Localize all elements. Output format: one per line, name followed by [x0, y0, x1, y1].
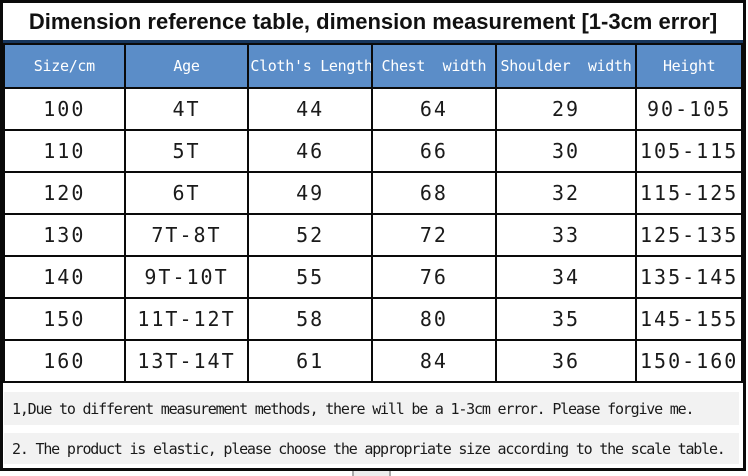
age-cell: 9T-10T [123, 255, 250, 299]
cloth-length-cell: 44 [247, 87, 374, 131]
cloth-length-cell: 49 [247, 171, 374, 215]
footnotes: 1,Due to different measurement methods, … [3, 392, 743, 464]
cloth-length-cell: 46 [247, 129, 374, 173]
size-cell: 120 [3, 171, 126, 215]
size-cell: 100 [3, 87, 126, 131]
shoulder-width-cell: 29 [494, 87, 638, 131]
table-row: 110 5T 46 66 30 105-115 [3, 129, 743, 173]
chest-width-cell: 66 [371, 129, 497, 173]
title-band: Dimension reference table, dimension mea… [3, 3, 743, 40]
chest-width-cell: 80 [371, 297, 497, 341]
table-row: 130 7T-8T 52 72 33 125-135 [3, 213, 743, 257]
shoulder-width-cell: 36 [494, 339, 638, 383]
next-table-cell-edge [352, 471, 391, 476]
shoulder-width-cell: 30 [494, 129, 638, 173]
size-cell: 150 [3, 297, 126, 341]
size-cell: 130 [3, 213, 126, 257]
shoulder-width-cell: 35 [494, 297, 638, 341]
height-cell: 90-105 [635, 87, 743, 131]
note-measurement-error: 1,Due to different measurement methods, … [4, 392, 739, 425]
age-cell: 7T-8T [123, 213, 250, 257]
age-cell: 4T [123, 87, 250, 131]
age-cell: 6T [123, 171, 250, 215]
size-cell: 110 [3, 129, 126, 173]
shoulder-width-cell: 32 [494, 171, 638, 215]
column-header-height: Height [635, 43, 743, 89]
table-row: 140 9T-10T 55 76 34 135-145 [3, 255, 743, 299]
column-header-size: Size/cm [3, 43, 126, 89]
chest-width-cell: 76 [371, 255, 497, 299]
table-header-row: Size/cm Age Cloth's Length Chest width S… [3, 43, 743, 89]
column-header-chest-width: Chest width [371, 43, 497, 89]
chest-width-cell: 72 [371, 213, 497, 257]
note-elastic-product: 2. The product is elastic, please choose… [4, 433, 739, 464]
page-title: Dimension reference table, dimension mea… [28, 8, 718, 34]
height-cell: 115-125 [635, 171, 743, 215]
chest-width-cell: 84 [371, 339, 497, 383]
height-cell: 135-145 [635, 255, 743, 299]
height-cell: 145-155 [635, 297, 743, 341]
size-reference-table: Size/cm Age Cloth's Length Chest width S… [3, 43, 743, 383]
cloth-length-cell: 55 [247, 255, 374, 299]
column-header-cloth-length: Cloth's Length [247, 43, 374, 89]
size-cell: 140 [3, 255, 126, 299]
title-divider [3, 40, 743, 43]
chest-width-cell: 64 [371, 87, 497, 131]
table-row: 150 11T-12T 58 80 35 145-155 [3, 297, 743, 341]
shoulder-width-cell: 34 [494, 255, 638, 299]
table-row: 160 13T-14T 61 84 36 150-160 [3, 339, 743, 383]
cloth-length-cell: 52 [247, 213, 374, 257]
column-header-shoulder-width: Shoulder width [494, 43, 638, 89]
shoulder-width-cell: 33 [494, 213, 638, 257]
age-cell: 13T-14T [123, 339, 250, 383]
table-row: 100 4T 44 64 29 90-105 [3, 87, 743, 131]
age-cell: 11T-12T [123, 297, 250, 341]
height-cell: 125-135 [635, 213, 743, 257]
next-table-edge [0, 471, 748, 476]
size-cell: 160 [3, 339, 126, 383]
table-row: 120 6T 49 68 32 115-125 [3, 171, 743, 215]
cloth-length-cell: 58 [247, 297, 374, 341]
cloth-length-cell: 61 [247, 339, 374, 383]
height-cell: 150-160 [635, 339, 743, 383]
chest-width-cell: 68 [371, 171, 497, 215]
height-cell: 105-115 [635, 129, 743, 173]
age-cell: 5T [123, 129, 250, 173]
column-header-age: Age [123, 43, 250, 89]
